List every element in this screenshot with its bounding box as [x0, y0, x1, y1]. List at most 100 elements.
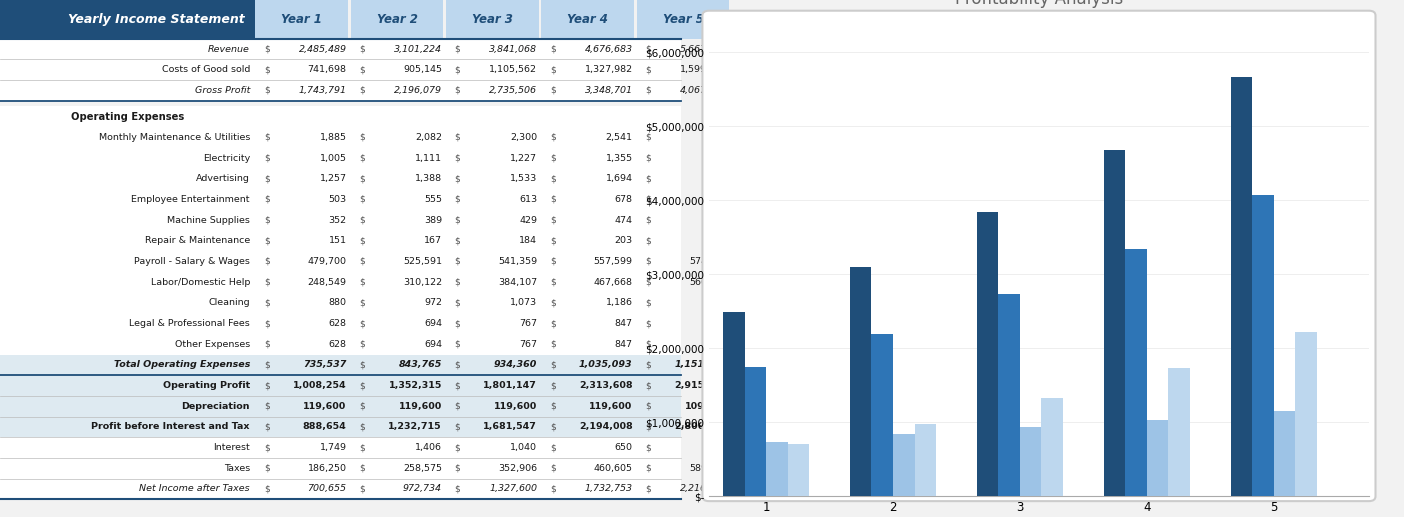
- Text: 767: 767: [519, 340, 538, 349]
- Text: 474: 474: [615, 216, 633, 225]
- Text: Operating Profit: Operating Profit: [163, 381, 250, 390]
- Text: $: $: [359, 340, 365, 349]
- Text: $: $: [264, 484, 270, 494]
- Text: 1,232,715: 1,232,715: [389, 422, 442, 432]
- Text: 847: 847: [615, 319, 633, 328]
- Text: $: $: [359, 154, 365, 163]
- Text: $: $: [264, 464, 270, 473]
- Text: $: $: [646, 381, 651, 390]
- Text: $: $: [359, 44, 365, 54]
- Text: $: $: [359, 257, 365, 266]
- Bar: [1230, 77, 1252, 496]
- Text: 109,633: 109,633: [685, 402, 727, 411]
- Text: 1,227: 1,227: [510, 154, 538, 163]
- Text: $: $: [550, 422, 556, 432]
- Text: 1,801,147: 1,801,147: [483, 381, 538, 390]
- Text: Costs of Good sold: Costs of Good sold: [161, 65, 250, 74]
- Text: $: $: [646, 236, 651, 246]
- Bar: [0, 396, 681, 417]
- Text: 1,599,628: 1,599,628: [680, 65, 727, 74]
- Text: 2,915,759: 2,915,759: [674, 381, 727, 390]
- Bar: [0, 59, 681, 80]
- Text: $: $: [264, 319, 270, 328]
- Text: Payroll - Salary & Wages: Payroll - Salary & Wages: [133, 257, 250, 266]
- Text: $: $: [359, 65, 365, 74]
- Bar: [977, 212, 998, 496]
- Text: Other Expenses: Other Expenses: [174, 340, 250, 349]
- Text: 2,807: 2,807: [701, 133, 727, 142]
- Text: 352: 352: [329, 216, 347, 225]
- Text: 934,360: 934,360: [494, 360, 538, 370]
- Text: $: $: [646, 298, 651, 308]
- Text: $: $: [359, 443, 365, 452]
- Text: 1,355: 1,355: [605, 154, 633, 163]
- Bar: [0, 231, 681, 251]
- Text: $: $: [359, 298, 365, 308]
- Text: 1,105,562: 1,105,562: [489, 65, 538, 74]
- Text: $: $: [264, 216, 270, 225]
- Text: $: $: [359, 236, 365, 246]
- Text: $: $: [550, 298, 556, 308]
- Text: $: $: [455, 174, 461, 184]
- Text: $: $: [359, 484, 365, 494]
- Text: $: $: [264, 402, 270, 411]
- Text: 1,073: 1,073: [510, 298, 538, 308]
- Text: $: $: [550, 195, 556, 204]
- Bar: [0, 107, 681, 127]
- Text: $: $: [646, 319, 651, 328]
- Text: Year 5: Year 5: [663, 13, 703, 26]
- Text: 151: 151: [329, 236, 347, 246]
- Text: 888,654: 888,654: [303, 422, 347, 432]
- Text: $: $: [455, 236, 461, 246]
- Text: $: $: [264, 86, 270, 95]
- Bar: [542, 0, 635, 39]
- Bar: [1104, 150, 1125, 496]
- Text: 184: 184: [519, 236, 538, 246]
- Text: 1,681,547: 1,681,547: [483, 422, 538, 432]
- Text: 3,101,224: 3,101,224: [395, 44, 442, 54]
- Text: Taxes: Taxes: [223, 464, 250, 473]
- Text: 248,549: 248,549: [307, 278, 347, 287]
- Text: 1,732,753: 1,732,753: [584, 484, 633, 494]
- Bar: [0, 417, 681, 437]
- Text: $: $: [646, 195, 651, 204]
- Text: 2,196,079: 2,196,079: [395, 86, 442, 95]
- Text: 2,194,008: 2,194,008: [578, 422, 633, 432]
- Text: 936: 936: [710, 340, 727, 349]
- Text: $: $: [264, 340, 270, 349]
- Text: $: $: [359, 86, 365, 95]
- Text: 2,541: 2,541: [605, 133, 633, 142]
- Text: Year 4: Year 4: [567, 13, 608, 26]
- Text: $: $: [550, 464, 556, 473]
- Text: 2,313,608: 2,313,608: [578, 381, 633, 390]
- Text: $: $: [455, 278, 461, 287]
- Text: $: $: [455, 340, 461, 349]
- Text: 3,841,068: 3,841,068: [489, 44, 538, 54]
- Text: $: $: [646, 257, 651, 266]
- Text: $: $: [455, 443, 461, 452]
- Bar: [0, 169, 681, 189]
- Text: 429: 429: [519, 216, 538, 225]
- Bar: [0, 189, 681, 210]
- Text: $: $: [359, 464, 365, 473]
- Text: 119,600: 119,600: [303, 402, 347, 411]
- Text: $: $: [550, 44, 556, 54]
- Bar: [0, 375, 681, 396]
- Bar: [0, 210, 681, 231]
- Bar: [723, 312, 744, 496]
- Text: Revenue: Revenue: [208, 44, 250, 54]
- Bar: [1252, 195, 1273, 496]
- Text: 566,730: 566,730: [689, 278, 727, 287]
- Bar: [0, 334, 681, 355]
- Text: $: $: [550, 257, 556, 266]
- Text: 2,485,489: 2,485,489: [299, 44, 347, 54]
- Bar: [0, 272, 681, 293]
- FancyBboxPatch shape: [702, 11, 1376, 501]
- Text: 1,533: 1,533: [510, 174, 538, 184]
- Text: 628: 628: [329, 319, 347, 328]
- Text: 936: 936: [710, 319, 727, 328]
- Text: Cleaning: Cleaning: [208, 298, 250, 308]
- Bar: [1019, 427, 1042, 496]
- Text: $: $: [264, 278, 270, 287]
- Bar: [767, 442, 788, 496]
